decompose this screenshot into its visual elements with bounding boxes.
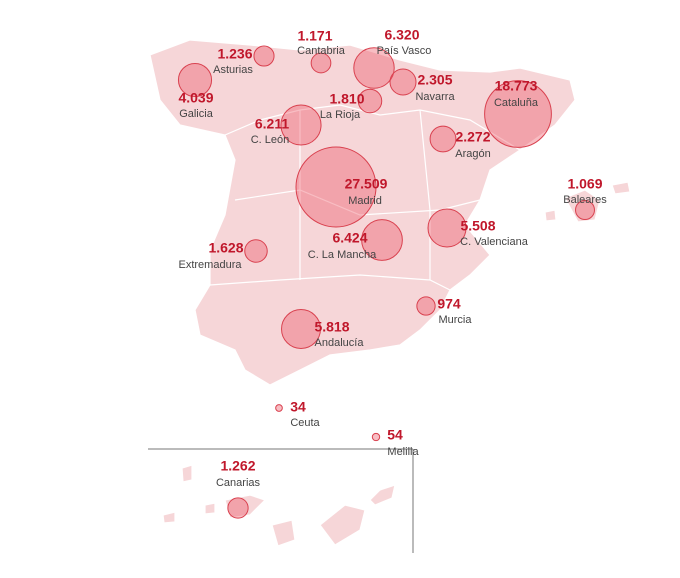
- value-label: 1.171: [297, 28, 332, 44]
- value-label: 18.773: [495, 78, 538, 94]
- value-label: 27.509: [345, 176, 388, 192]
- value-label: 54: [387, 427, 403, 443]
- value-label: 1.069: [567, 176, 602, 192]
- region-name: Asturias: [213, 64, 253, 76]
- bubble: [427, 208, 467, 248]
- region-name: Andalucía: [315, 337, 365, 349]
- value-label: 5.508: [460, 218, 495, 234]
- bubble: [280, 104, 322, 146]
- region-name: Madrid: [348, 195, 382, 207]
- island: [319, 504, 366, 546]
- bubble: [295, 146, 377, 228]
- bubble: [227, 497, 249, 519]
- region-name: Melilla: [387, 446, 419, 458]
- value-label: 1.810: [329, 91, 364, 107]
- region-name: Galicia: [179, 108, 214, 120]
- bubble: [253, 45, 275, 67]
- value-label: 1.628: [208, 240, 243, 256]
- value-label: 974: [437, 296, 461, 312]
- bubble: [484, 80, 552, 148]
- island: [224, 494, 267, 519]
- value-label: 34: [290, 399, 306, 415]
- bubble: [361, 219, 403, 261]
- value-label: 1.236: [217, 46, 252, 62]
- island: [204, 502, 216, 515]
- island: [181, 464, 193, 483]
- bubble: [275, 404, 283, 412]
- value-label: 6.320: [384, 27, 419, 43]
- island: [611, 181, 631, 195]
- region-name: País Vasco: [377, 45, 432, 57]
- region-name: C. Valenciana: [460, 236, 529, 248]
- land: [149, 39, 631, 547]
- bubble: [281, 309, 321, 349]
- region-name: Cataluña: [494, 97, 539, 109]
- bubble: [310, 52, 332, 74]
- island: [162, 511, 176, 524]
- region-name: Murcia: [438, 314, 472, 326]
- region-name: Baleares: [563, 194, 607, 206]
- borders: [224, 104, 521, 151]
- island: [369, 484, 396, 506]
- region-name: C. La Mancha: [308, 249, 377, 261]
- value-label: 6.424: [332, 230, 367, 246]
- bubble: [371, 432, 381, 442]
- peninsula: [149, 39, 576, 386]
- bubble: [353, 47, 395, 89]
- bubble: [244, 239, 268, 263]
- region-name: Aragón: [455, 148, 490, 160]
- borders: [419, 109, 431, 280]
- island: [564, 189, 601, 223]
- island: [544, 209, 557, 222]
- value-label: 1.262: [220, 458, 255, 474]
- value-label: 4.039: [178, 90, 213, 106]
- bubble: [416, 296, 436, 316]
- value-label: 2.305: [417, 72, 452, 88]
- value-label: 5.818: [314, 319, 349, 335]
- region-name: Navarra: [415, 91, 455, 103]
- region-name: Extremadura: [179, 259, 243, 271]
- borders: [234, 189, 481, 216]
- canarias-frame: [148, 448, 414, 553]
- value-label: 2.272: [455, 129, 490, 145]
- borders: [209, 274, 451, 291]
- bubble: [357, 88, 383, 114]
- island: [271, 519, 296, 547]
- bubble: [575, 200, 595, 220]
- region-name: Canarias: [216, 477, 261, 489]
- region-name: Ceuta: [290, 417, 320, 429]
- bubble: [429, 125, 457, 153]
- region-name: Cantabria: [297, 45, 346, 57]
- region-name: C. León: [251, 134, 290, 146]
- region-name: La Rioja: [320, 109, 361, 121]
- value-label: 6.211: [255, 116, 289, 132]
- bubble: [389, 68, 417, 96]
- bubble: [177, 62, 213, 98]
